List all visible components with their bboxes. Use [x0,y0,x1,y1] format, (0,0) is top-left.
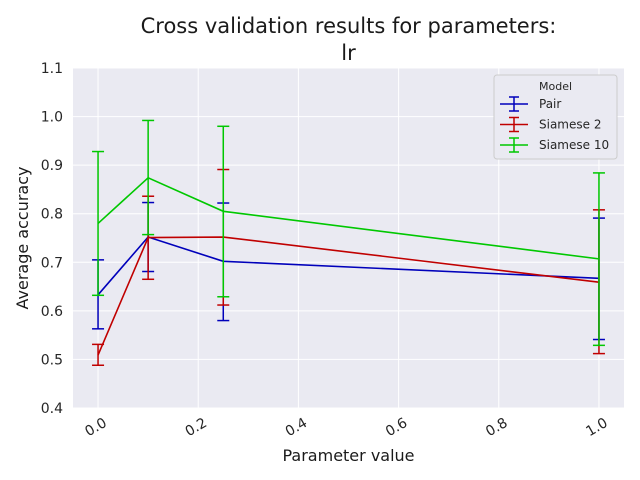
y-tick-label: 0.9 [41,158,63,174]
y-axis-label: Average accuracy [13,167,32,310]
legend: Model Pair Siamese 2 Siamese 10 [493,74,618,160]
series-line [97,236,599,296]
legend-label: Siamese 10 [539,138,609,152]
x-tick-label: 0.8 [483,415,510,440]
chart-subtitle: lr [341,41,356,65]
y-tick-label: 0.6 [41,304,63,320]
x-axis-label: Parameter value [282,446,414,465]
x-tick-label: 0.4 [283,415,310,440]
y-tick-label: 1.1 [41,61,63,77]
x-tick-label: 0.6 [383,415,410,440]
y-tick-label: 0.4 [41,401,63,417]
x-tick-label: 0.0 [82,415,109,440]
y-tick-label: 0.5 [41,352,63,368]
series-line [97,176,600,260]
y-tick-label: 0.7 [41,255,63,271]
chart-title: Cross validation results for parameters: [141,14,557,38]
series-layer [92,119,605,367]
grid [73,67,624,409]
legend-box [493,74,618,160]
legend-label: Siamese 2 [539,118,601,132]
y-tick-label: 1.0 [41,110,63,126]
series-group [92,119,605,347]
x-tick-label: 0.2 [183,415,210,440]
legend-title: Model [539,80,572,93]
y-tick-label: 0.8 [41,207,63,223]
legend-label: Pair [539,97,561,111]
series-line [97,236,600,356]
x-tick-label: 1.0 [583,415,610,440]
